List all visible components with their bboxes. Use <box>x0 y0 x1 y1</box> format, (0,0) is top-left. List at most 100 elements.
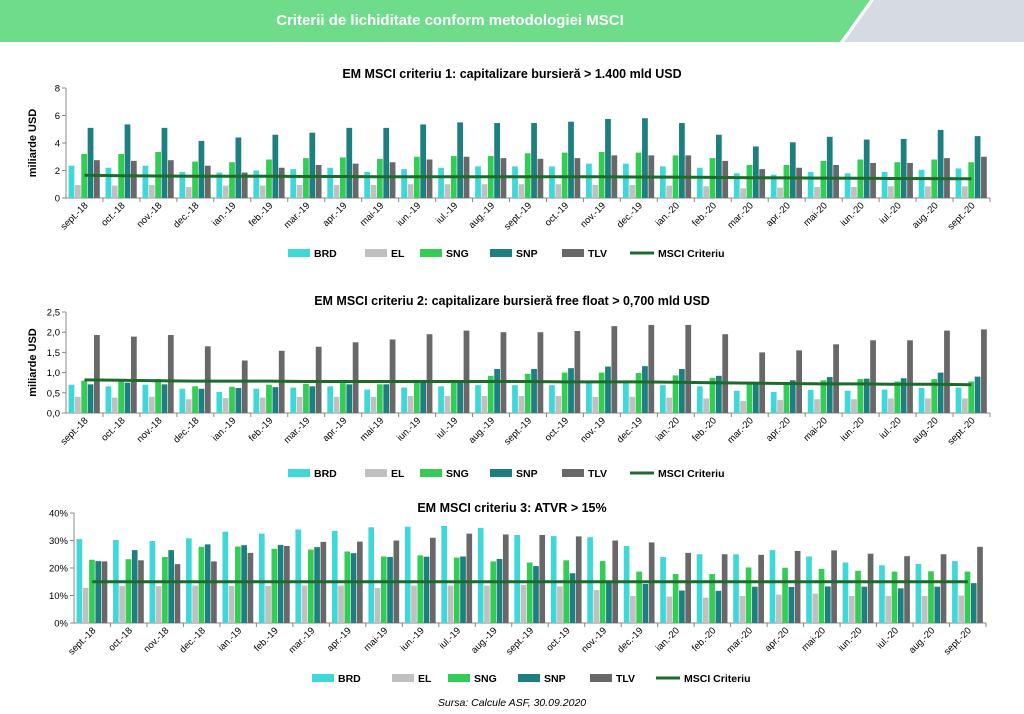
bar-snp <box>235 387 242 413</box>
bar-snp <box>277 544 284 623</box>
chart-criteriu-3-svg: EM MSCI criteriu 3: ATVR > 15% 0% 10% 20% 30… <box>49 501 987 685</box>
bar-snp <box>272 134 279 198</box>
bar-brd <box>549 385 555 413</box>
x-tick-label: ian.-19 <box>210 200 238 228</box>
bar-sng <box>783 383 790 413</box>
bar-el <box>481 396 488 413</box>
x-tick-label: sept.-18 <box>59 200 91 232</box>
bar-sng <box>235 546 241 623</box>
bar-snp <box>970 583 977 623</box>
bar-tlv <box>907 340 913 413</box>
bar-tlv <box>940 554 947 623</box>
bar-snp <box>752 146 759 198</box>
bar-el <box>777 187 783 198</box>
bar-brd <box>68 384 75 413</box>
legend-label: EL <box>391 248 405 260</box>
y-tick-label: 1,5 <box>47 348 60 359</box>
legend-swatch-snp <box>490 469 512 477</box>
x-tick-label: oct.-18 <box>99 200 127 228</box>
x-tick-label: nov.-19 <box>578 200 608 230</box>
bar-tlv <box>833 344 839 413</box>
bar-tlv <box>352 163 359 198</box>
bar-brd <box>770 174 777 198</box>
bar-brd <box>216 391 223 413</box>
x-tick-label: ian.-19 <box>210 415 238 443</box>
x-tick-label: mar.-20 <box>724 625 755 656</box>
bar-tlv <box>278 167 285 198</box>
bar-brd <box>441 525 448 623</box>
legend-label: MSCI Criteriu <box>658 248 725 260</box>
bar-el <box>777 400 783 413</box>
y-tick-label: 20% <box>49 564 69 575</box>
bar-sng <box>229 162 235 198</box>
bar-brd <box>660 557 666 623</box>
x-tick-label: feb.-20 <box>690 200 719 229</box>
legend-label: MSCI Criteriu <box>658 468 725 480</box>
bar-snp <box>826 377 833 413</box>
x-tick-label: oct.-19 <box>543 200 571 228</box>
bar-sng <box>672 574 679 623</box>
bar-el <box>148 396 155 413</box>
bar-snp <box>824 586 831 623</box>
bar-el <box>222 398 229 413</box>
chart-criteriu-3: EM MSCI criteriu 3: ATVR > 15% 0% 10% 20% 30… <box>0 496 1024 694</box>
bar-el <box>630 596 636 623</box>
bar-sng <box>198 546 205 623</box>
bar-tlv <box>500 332 507 413</box>
x-tick-label: ian.-19 <box>216 625 244 653</box>
bar-snp <box>531 123 537 198</box>
chart-criteriu-1: EM MSCI criteriu 1: capitalizare bursier… <box>0 60 1024 278</box>
x-tick-label: dec.-18 <box>171 415 201 445</box>
bar-sng <box>672 375 679 413</box>
bar-el <box>370 184 377 198</box>
bar-brd <box>477 527 484 623</box>
bar-brd <box>475 166 481 198</box>
bar-brd <box>733 390 740 413</box>
bar-tlv <box>794 550 801 623</box>
bar-snp <box>350 553 357 623</box>
bar-el <box>444 396 451 413</box>
bar-sng <box>928 571 934 623</box>
bar-brd <box>438 386 444 413</box>
chart-criteriu-2-svg: EM MSCI criteriu 2: capitalizare bursier… <box>27 294 991 480</box>
bar-sng <box>125 559 132 623</box>
bar-snp <box>642 118 648 198</box>
x-tick-label: aug.-20 <box>907 625 938 656</box>
header-banner: Criterii de lichiditate conform metodolo… <box>0 0 1024 42</box>
bar-tlv <box>907 162 913 198</box>
bar-brd <box>733 173 740 198</box>
bar-snp <box>457 381 464 413</box>
x-tick-label: iul.-20 <box>878 415 904 441</box>
bar-snp <box>937 372 944 413</box>
bar-brd <box>290 387 297 413</box>
bar-tlv <box>870 162 876 198</box>
bar-sng <box>745 567 752 623</box>
bar-el <box>925 398 931 413</box>
bar-tlv <box>94 160 100 198</box>
bar-tlv <box>426 159 433 198</box>
x-tick-label: iun.-20 <box>838 415 866 443</box>
bar-el <box>407 396 414 413</box>
x-tick-label: dec.-19 <box>615 625 645 655</box>
x-tick-label: ian.-20 <box>654 625 682 653</box>
bar-snp <box>642 366 648 413</box>
bar-snp <box>568 368 574 413</box>
bar-snp <box>460 556 466 623</box>
bar-brd <box>881 389 888 413</box>
bar-el <box>921 596 928 623</box>
bar-brd <box>368 527 375 623</box>
bar-el <box>518 396 525 413</box>
bar-el <box>814 187 820 198</box>
bar-brd <box>879 565 885 623</box>
x-tick-label: nov.-18 <box>135 200 165 230</box>
bar-el <box>374 588 381 623</box>
bar-el <box>961 398 968 413</box>
bar-brd <box>918 169 925 198</box>
bar-brd <box>438 167 444 198</box>
bar-sng <box>229 386 235 413</box>
bar-snp <box>131 550 138 623</box>
bar-snp <box>679 368 685 413</box>
bar-brd <box>512 385 518 413</box>
bar-brd <box>331 530 338 623</box>
x-tick-label: iun.-19 <box>398 625 426 653</box>
